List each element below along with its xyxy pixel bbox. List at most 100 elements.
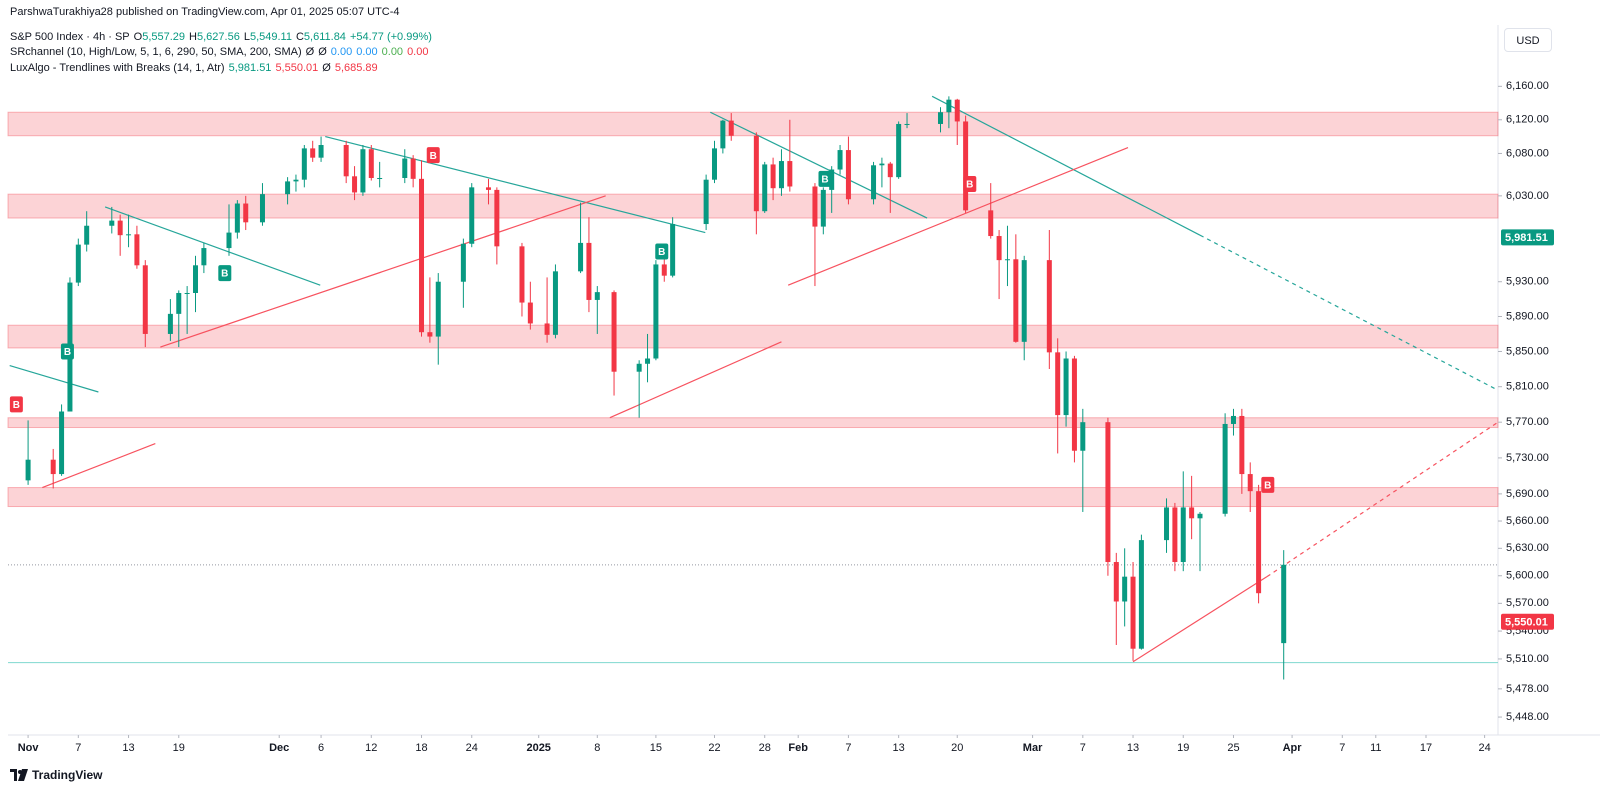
candle-body — [703, 179, 709, 225]
ohlc-key: C — [295, 31, 304, 43]
candle-body — [1122, 576, 1128, 602]
candle-body — [670, 224, 676, 276]
candle-body — [1281, 564, 1287, 644]
candle-body — [1197, 513, 1203, 519]
x-tick-label: 22 — [708, 742, 720, 754]
price-badge-label: 5,981.51 — [1505, 232, 1548, 244]
candle-body — [184, 292, 190, 294]
legend-main: S&P 500 Index · 4h · SP O5,557.29 H5,627.5… — [10, 31, 436, 43]
candle-body — [368, 149, 374, 178]
candle-body — [1113, 562, 1119, 602]
indicator-name: SRchannel (10, High/Low, 5, 1, 6, 290, 5… — [10, 46, 302, 58]
candle-body — [787, 161, 793, 187]
candle-body — [1189, 507, 1195, 519]
candle-body — [1071, 358, 1077, 451]
candle-body — [1222, 423, 1228, 514]
trendline — [104, 206, 321, 286]
candle-body — [410, 158, 416, 179]
price-badge — [1501, 613, 1554, 630]
x-tick-label: 11 — [1370, 742, 1381, 754]
candle-body — [50, 459, 56, 475]
x-tick-label: 19 — [173, 742, 185, 754]
trendline — [160, 195, 606, 348]
candle-body — [109, 220, 115, 226]
currency-button[interactable]: USD — [1504, 28, 1552, 52]
candle-body — [586, 242, 592, 300]
candle-body — [963, 121, 969, 211]
candle-body — [578, 242, 584, 272]
candle-body — [117, 220, 123, 236]
candle-body — [126, 234, 132, 236]
candle-body — [243, 203, 249, 223]
y-tick-label: 5,510.00 — [1506, 653, 1549, 665]
candle-body — [176, 292, 182, 314]
y-tick-label: 5,850.00 — [1506, 345, 1549, 357]
candle-body — [1180, 507, 1186, 563]
x-tick-label: 24 — [466, 742, 478, 754]
y-tick-label: 5,730.00 — [1506, 452, 1549, 464]
brand: TradingView — [32, 768, 103, 782]
candle-body — [427, 332, 433, 337]
candle-body — [896, 123, 902, 178]
ohlc-value: 5,627.56 — [197, 31, 240, 43]
candle-body — [887, 163, 893, 178]
break-marker — [818, 170, 832, 187]
candle-body — [1130, 576, 1136, 649]
y-tick-label: 5,478.00 — [1506, 683, 1549, 695]
trendline — [931, 95, 1201, 236]
candle-body — [1063, 358, 1069, 416]
y-tick-label: 5,600.00 — [1506, 570, 1549, 582]
x-tick-label: 8 — [594, 742, 600, 754]
ohlc-key: O — [133, 31, 143, 43]
publisher: ParshwaTurakhiya28 published on TradingV… — [10, 6, 400, 18]
candle-body — [25, 459, 31, 481]
candle-body — [402, 158, 408, 178]
x-tick-label: Mar — [1023, 742, 1043, 754]
x-tick-label: 2025 — [526, 742, 550, 754]
sr-zone — [7, 111, 1499, 137]
y-tick-label: 5,570.00 — [1506, 597, 1549, 609]
x-tick-label: Feb — [788, 742, 808, 754]
candle-body — [167, 313, 173, 334]
indicator-value: 5,550.01 — [275, 62, 319, 74]
candle-body — [1004, 259, 1010, 261]
candle-body — [820, 189, 826, 227]
candle-body — [310, 148, 316, 158]
candle-body — [812, 186, 818, 227]
candle-body — [193, 265, 199, 293]
candle-body — [419, 178, 425, 333]
symbol: S&P 500 Index · 4h · SP — [10, 31, 130, 43]
candle-body — [485, 187, 491, 190]
break-marker-label: B — [966, 180, 973, 191]
ohlc-key: L — [243, 31, 250, 43]
candle-body — [552, 271, 558, 335]
candle-body — [234, 203, 240, 233]
x-tick-label: 17 — [1420, 742, 1432, 754]
sr-zone — [7, 487, 1499, 508]
x-tick-label: 7 — [75, 742, 81, 754]
candle-body — [352, 176, 358, 193]
x-tick-label: 24 — [1478, 742, 1490, 754]
candle-body — [728, 120, 734, 136]
y-tick-label: 5,630.00 — [1506, 542, 1549, 554]
candle-body — [954, 99, 960, 122]
y-tick-label: 5,448.00 — [1506, 711, 1549, 723]
y-tick-label: 5,690.00 — [1506, 488, 1549, 500]
legend-indicator: LuxAlgo - Trendlines with Breaks (14, 1,… — [10, 62, 382, 74]
sr-zone — [7, 193, 1499, 219]
price-badge — [1501, 229, 1554, 246]
ohlc-value: 5,549.11 — [249, 31, 292, 43]
candle-body — [720, 120, 726, 149]
y-tick-label: 5,810.00 — [1506, 381, 1549, 393]
x-tick-label: 28 — [759, 742, 771, 754]
x-tick-label: 7 — [1339, 742, 1345, 754]
x-tick-label: 13 — [1127, 742, 1139, 754]
candle-body — [301, 148, 307, 180]
candle-body — [996, 236, 1002, 261]
y-tick-label: 6,120.00 — [1506, 114, 1549, 126]
candle-body — [1138, 540, 1144, 649]
y-tick-label: 6,160.00 — [1506, 80, 1549, 92]
y-tick-label: 5,770.00 — [1506, 416, 1549, 428]
candle-body — [469, 187, 475, 244]
footer: TradingView — [10, 768, 102, 782]
